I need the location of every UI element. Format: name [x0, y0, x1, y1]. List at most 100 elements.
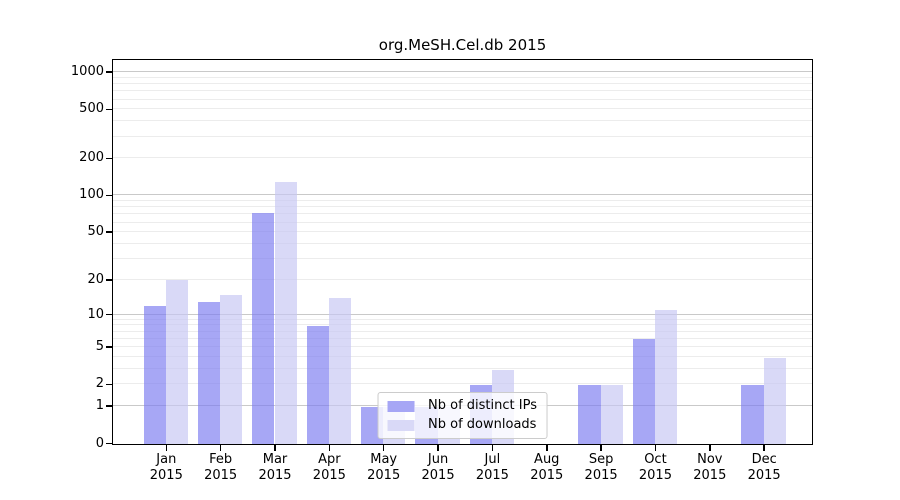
- gridline-minor: [113, 367, 812, 369]
- gridline-minor: [113, 330, 812, 332]
- gridline-major: [113, 194, 812, 196]
- y-tick-mark: [106, 346, 112, 348]
- x-tick-label: Aug 2015: [515, 452, 579, 484]
- gridline-minor: [113, 346, 812, 348]
- x-tick-month: May: [370, 452, 398, 467]
- y-tick-label: 1: [95, 398, 104, 414]
- x-tick-mark: [219, 445, 222, 451]
- bar-ips: [578, 384, 601, 444]
- y-tick-label: 0: [95, 435, 104, 451]
- gridline-minor: [113, 242, 812, 244]
- bar-ips: [197, 302, 221, 444]
- y-tick-mark: [106, 157, 112, 160]
- x-tick-mark: [328, 445, 331, 451]
- y-tick-label: 20: [87, 271, 104, 287]
- x-tick-year: 2015: [421, 468, 455, 483]
- x-tick-year: 2015: [530, 468, 564, 483]
- gridline-minor: [113, 98, 812, 100]
- gridline-minor: [113, 221, 812, 223]
- y-tick-mark: [106, 71, 112, 73]
- bar-ips: [143, 306, 166, 444]
- gridline-minor: [113, 76, 812, 78]
- gridline-minor: [113, 108, 812, 110]
- x-tick-mark: [274, 445, 276, 451]
- x-tick-year: 2015: [312, 468, 346, 483]
- bar-downloads: [654, 310, 678, 444]
- x-tick-year: 2015: [584, 468, 618, 483]
- gridline-minor: [113, 135, 812, 137]
- x-tick-label: Sep 2015: [569, 452, 633, 484]
- bar-ips: [632, 339, 655, 444]
- bar-ips: [306, 325, 329, 444]
- y-tick-mark: [106, 383, 112, 386]
- x-tick-mark: [600, 445, 602, 451]
- y-tick-mark: [106, 231, 112, 233]
- gridline-minor: [113, 257, 812, 259]
- gridline-major: [113, 313, 812, 315]
- gridline-minor: [113, 278, 812, 280]
- x-tick-year: 2015: [475, 468, 509, 483]
- x-tick-month: Feb: [209, 452, 233, 467]
- x-tick-label: May 2015: [352, 452, 416, 484]
- y-tick-label: 200: [79, 150, 104, 166]
- bar-downloads: [220, 295, 243, 444]
- x-tick-year: 2015: [693, 468, 727, 483]
- x-tick-label: Apr 2015: [297, 452, 361, 484]
- gridline-minor: [113, 213, 812, 215]
- x-tick-mark: [382, 445, 385, 451]
- y-tick-mark: [106, 442, 112, 445]
- gridline-minor: [113, 318, 812, 320]
- y-tick-mark: [106, 108, 112, 111]
- y-tick-label: 50: [87, 224, 104, 240]
- y-tick-label: 5: [95, 339, 104, 355]
- legend-swatch-ips: [387, 400, 415, 412]
- legend-swatch-downloads: [387, 419, 415, 431]
- y-tick-label: 10: [87, 306, 104, 322]
- x-tick-month: Mar: [262, 452, 288, 467]
- x-tick-month: Jan: [156, 452, 177, 467]
- legend-item-downloads: Nb of downloads: [387, 417, 537, 433]
- x-tick-mark: [165, 445, 168, 451]
- x-tick-mark: [763, 445, 765, 451]
- x-tick-month: Oct: [644, 452, 667, 467]
- gridline-minor: [113, 383, 812, 385]
- x-tick-label: Nov 2015: [678, 452, 742, 484]
- gridline-minor: [113, 324, 812, 326]
- x-tick-month: Aug: [534, 452, 560, 467]
- x-tick-mark: [546, 445, 548, 451]
- x-tick-month: Apr: [318, 452, 341, 467]
- bar-downloads: [165, 280, 188, 444]
- x-tick-year: 2015: [367, 468, 401, 483]
- x-tick-mark: [709, 445, 711, 451]
- legend-label-downloads: Nb of downloads: [428, 417, 537, 432]
- x-tick-mark: [491, 445, 494, 451]
- legend-label-ips: Nb of distinct IPs: [428, 398, 537, 413]
- y-tick-mark: [106, 405, 112, 407]
- y-tick-label: 1000: [70, 64, 104, 80]
- gridline-major: [113, 71, 812, 73]
- x-tick-year: 2015: [258, 468, 292, 483]
- y-tick-mark: [106, 313, 112, 316]
- gridline-minor: [113, 356, 812, 357]
- x-tick-mark: [654, 445, 657, 451]
- x-tick-label: Dec 2015: [732, 452, 796, 484]
- y-tick-mark: [106, 194, 112, 197]
- legend-item-ips: Nb of distinct IPs: [387, 398, 537, 414]
- gridline-minor: [113, 206, 812, 208]
- x-tick-year: 2015: [204, 468, 238, 483]
- x-tick-month: Jul: [484, 452, 501, 467]
- x-tick-mark: [437, 445, 439, 451]
- plot-area: Nb of distinct IPs Nb of downloads: [112, 58, 813, 445]
- gridline-minor: [113, 200, 812, 202]
- legend: Nb of distinct IPs Nb of downloads: [377, 392, 548, 439]
- chart-title: org.MeSH.Cel.db 2015: [378, 36, 547, 54]
- gridline-minor: [113, 231, 812, 233]
- x-tick-year: 2015: [747, 468, 781, 483]
- bar-ips: [252, 212, 275, 444]
- gridline-minor: [113, 83, 812, 85]
- gridline-minor: [113, 120, 812, 122]
- gridline-minor: [113, 157, 812, 159]
- bar-downloads: [328, 298, 352, 444]
- x-tick-label: Jan 2015: [134, 452, 198, 484]
- y-tick-mark: [106, 279, 112, 281]
